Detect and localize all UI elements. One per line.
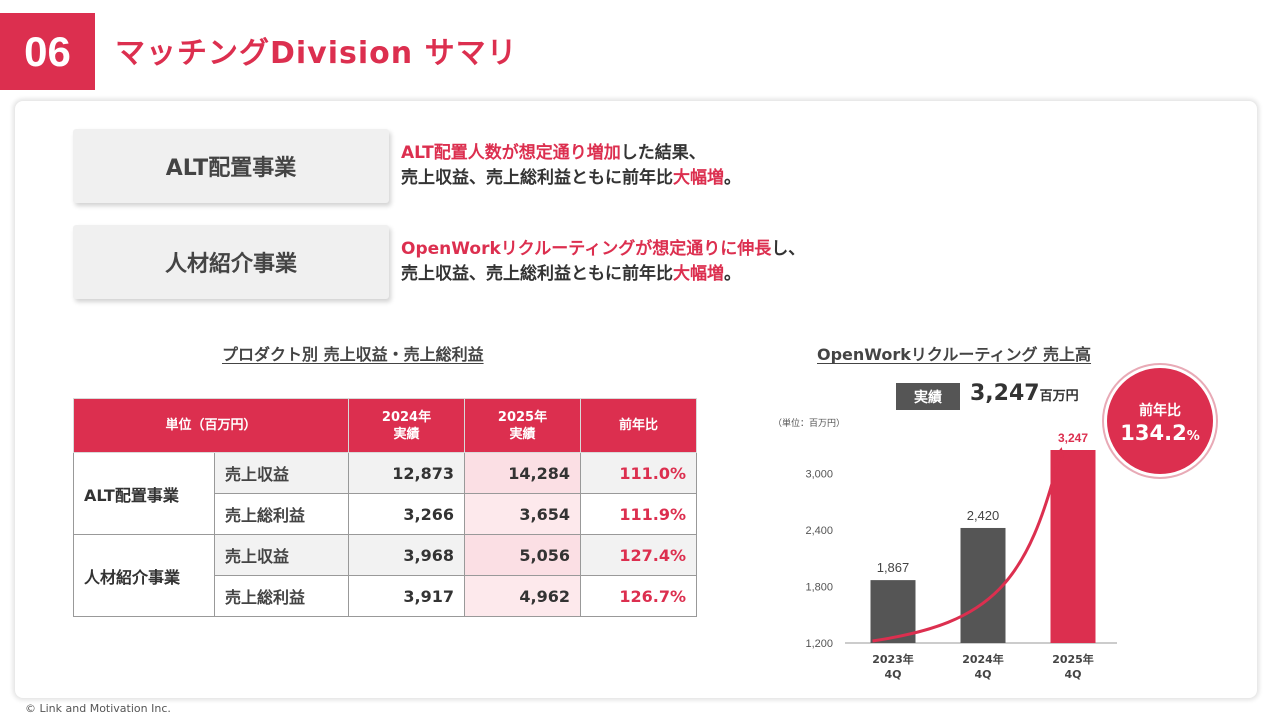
metric-name: 売上収益 [213,452,350,494]
category-label: 4Q [884,668,901,681]
revenue-bar-chart: 1,200 1,800 2,400 3,000 1,867 2023年 4Q 2,420 202… [805,431,1117,681]
growth-arrow [872,447,1065,643]
section-number-badge: 06 [0,13,95,90]
bar-value-label: 2,420 [967,508,1000,523]
y-tick-label: 1,200 [805,638,833,650]
chart-unit-note: （単位：百万円） [773,419,846,429]
category-label: 2024年 [962,652,1004,666]
bar [870,580,916,643]
y-tick-label: 1,800 [805,581,833,593]
alt-desc-highlight2: 大幅増 [673,168,724,188]
category-label: 4Q [1064,668,1081,681]
alt-desc-highlight: ALT配置人数が想定通り増加 [401,143,621,163]
alt-desc-line2: 売上収益、売上総利益ともに前年比 [401,168,673,188]
category-label: 4Q [974,668,991,681]
bar-value-label: 3,247 [1058,431,1088,445]
alt-desc-end: 。 [724,168,741,188]
group-name: 人材紹介事業 [73,534,215,617]
table-row: ALT配置事業 売上収益 12,873 14,284 111.0% [73,452,698,535]
value-2024: 3,266 [348,493,466,535]
product-revenue-table: 単位（百万円） 2024年 実績 2025年 実績 前年比 ALT配置事業 売上収益… [72,398,698,617]
bar [1050,450,1096,643]
value-yoy: 127.4% [580,534,698,576]
value-yoy: 111.9% [580,493,698,535]
recruiting-desc-highlight2: 大幅増 [673,264,724,284]
alt-business-label: ALT配置事業 [73,129,389,203]
table-row: 人材紹介事業 売上収益 3,968 5,056 127.4% [73,534,698,617]
copyright: © Link and Motivation Inc. [25,702,171,715]
metric-name: 売上総利益 [213,575,350,617]
value-yoy: 126.7% [580,575,698,617]
header-yoy: 前年比 [580,398,698,453]
alt-business-description: ALT配置人数が想定通り増加した結果、 売上収益、売上総利益ともに前年比大幅増。 [401,141,741,191]
value-2025: 4,962 [464,575,582,617]
chart-title: OpenWorkリクルーティング 売上高 [817,345,1092,364]
y-tick-label: 3,000 [805,468,833,480]
header-unit: 単位（百万円） [72,398,350,453]
recruiting-desc-end: 。 [724,264,741,284]
value-2024: 3,968 [348,534,466,576]
table-row: 売上総利益 3,917 4,962 126.7% [74,575,698,617]
header-2024: 2024年 実績 [348,398,466,453]
recruiting-desc-line1: し、 [771,239,806,259]
value-2025: 5,056 [464,534,582,576]
bar-value-label: 1,867 [877,560,910,575]
value-2025: 3,654 [464,493,582,535]
header-2025: 2025年 実績 [464,398,582,453]
group-name: ALT配置事業 [73,452,215,535]
table-row: 売上総利益 3,266 3,654 111.9% [74,493,698,535]
value-2025: 14,284 [464,452,582,494]
bar [960,527,1006,643]
kpi-unit: 百万円 [1039,389,1079,404]
table-header-row: 単位（百万円） 2024年 実績 2025年 実績 前年比 [72,398,698,453]
recruiting-desc-highlight: OpenWorkリクルーティングが想定通りに伸長 [401,239,772,259]
recruiting-business-description: OpenWorkリクルーティングが想定通りに伸長し、 売上収益、売上総利益ともに… [401,237,805,287]
y-tick-label: 2,400 [805,525,833,537]
kpi-value: 3,247百万円 [970,381,1079,406]
kpi-number: 3,247 [970,381,1040,406]
alt-desc-line1: した結果、 [620,143,706,163]
kpi-tag: 実績 [896,383,960,410]
yoy-value: 134.2% [1120,421,1200,445]
metric-name: 売上収益 [213,534,350,576]
recruiting-business-label: 人材紹介事業 [73,225,389,299]
table-title: プロダクト別 売上収益・売上総利益 [222,345,484,364]
value-2024: 3,917 [348,575,466,617]
metric-name: 売上総利益 [213,493,350,535]
yoy-circle-badge: 前年比 134.2% [1107,368,1213,474]
yoy-label: 前年比 [1139,403,1181,419]
page-title: マッチングDivision サマリ [115,36,518,71]
category-label: 2023年 [872,652,914,666]
category-label: 2025年 [1052,652,1094,666]
value-2024: 12,873 [348,452,466,494]
value-yoy: 111.0% [580,452,698,494]
recruiting-desc-line2: 売上収益、売上総利益ともに前年比 [401,264,673,284]
